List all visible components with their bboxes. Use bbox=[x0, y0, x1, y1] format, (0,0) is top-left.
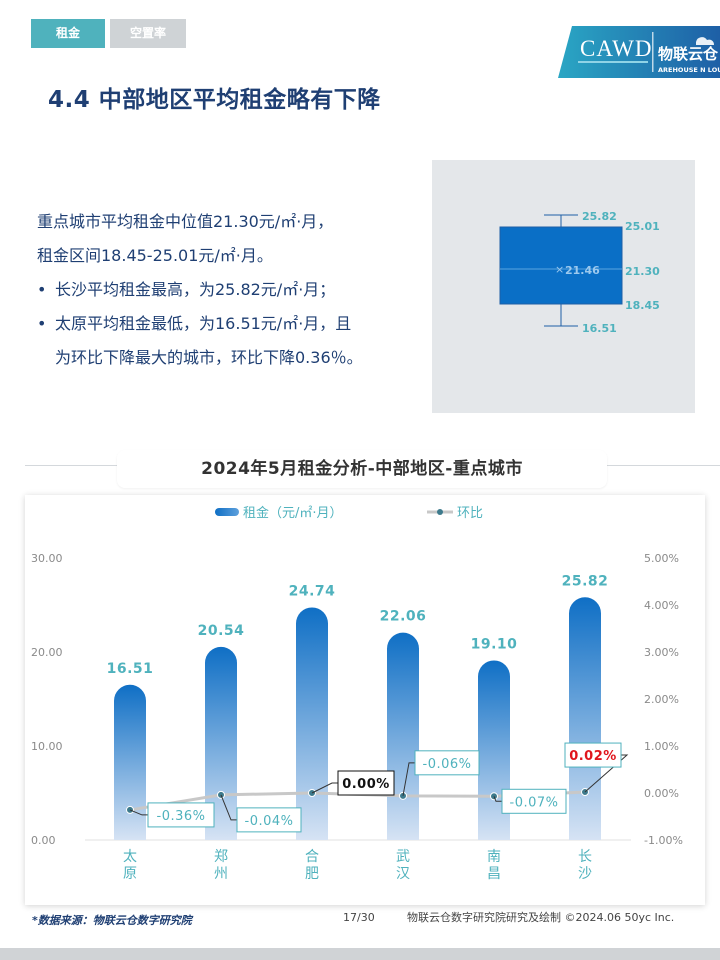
cawd-logo: CAWD 物联云仓 AREHOUSE N LOUD bbox=[558, 26, 720, 78]
tab-vacancy[interactable]: 空置率 bbox=[110, 19, 186, 48]
mom-leader bbox=[493, 796, 502, 802]
y-tick-label: 20.00 bbox=[31, 646, 63, 659]
y2-tick-label: 5.00% bbox=[644, 552, 679, 565]
bar-value-label: 25.82 bbox=[562, 573, 609, 589]
page-title: 4.4 中部地区平均租金略有下降 bbox=[48, 87, 381, 113]
mom-leader bbox=[129, 809, 148, 816]
bar-长沙 bbox=[569, 597, 601, 840]
summary-text: 重点城市平均租金中位值21.30元/㎡·月， 租金区间18.45-25.01元/… bbox=[37, 205, 432, 375]
mom-label-box bbox=[147, 802, 215, 828]
x-tick-label: 太 bbox=[123, 849, 137, 865]
mom-value-label: 0.02% bbox=[569, 749, 617, 764]
tab-rent[interactable]: 租金 bbox=[31, 19, 105, 48]
summary-line-1: 重点城市平均租金中位值21.30元/㎡·月， bbox=[37, 212, 334, 231]
y-tick-label: 0.00 bbox=[31, 834, 56, 847]
mom-leader bbox=[220, 794, 237, 821]
mom-label-box bbox=[564, 742, 622, 768]
box-plot: × 25.82 25.01 21.46 21.30 18.45 16.51 bbox=[499, 210, 660, 335]
x-tick-label: 州 bbox=[214, 866, 228, 882]
mom-label-box bbox=[236, 807, 302, 833]
y2-tick-label: 0.00% bbox=[644, 787, 679, 800]
mom-value-label: -0.36% bbox=[157, 809, 206, 824]
mom-leader bbox=[584, 754, 629, 793]
x-tick-label: 汉 bbox=[396, 866, 410, 882]
box-mean-marker: × bbox=[555, 263, 564, 276]
box-label-min: 16.51 bbox=[582, 322, 617, 335]
summary-bullet-2: 太原平均租金最低，为16.51元/㎡·月，且 bbox=[37, 307, 432, 341]
x-tick-label: 合 bbox=[305, 849, 319, 865]
bar-太原 bbox=[114, 684, 146, 840]
logo-brand-text: 物联云仓 bbox=[658, 45, 719, 63]
y2-tick-label: -1.00% bbox=[644, 834, 683, 847]
y-tick-label: 10.00 bbox=[31, 740, 63, 753]
mom-value-label: -0.06% bbox=[423, 757, 472, 772]
mom-value-label: -0.04% bbox=[245, 814, 294, 829]
chart-legend: 租金（元/㎡·月） 环比 bbox=[215, 505, 483, 521]
box-iqr bbox=[499, 226, 623, 305]
y2-tick-label: 2.00% bbox=[644, 693, 679, 706]
bar-value-label: 16.51 bbox=[107, 661, 154, 677]
bar-value-label: 24.74 bbox=[289, 583, 336, 599]
legend-line-label: 环比 bbox=[457, 506, 483, 521]
mom-value-label: 0.00% bbox=[342, 777, 390, 792]
x-tick-label: 原 bbox=[123, 866, 137, 882]
x-tick-label: 肥 bbox=[305, 866, 319, 882]
summary-line-2: 租金区间18.45-25.01元/㎡·月。 bbox=[37, 246, 273, 265]
chart-title: 2024年5月租金分析-中部地区-重点城市 bbox=[117, 450, 607, 488]
summary-bullet-1: 长沙平均租金最高，为25.82元/㎡·月； bbox=[37, 273, 432, 307]
box-label-median: 21.30 bbox=[625, 265, 660, 278]
box-label-mean: 21.46 bbox=[565, 264, 600, 277]
logo-cawd-text: CAWD bbox=[580, 36, 652, 61]
y2-tick-label: 1.00% bbox=[644, 740, 679, 753]
bar-value-label: 20.54 bbox=[198, 623, 245, 639]
x-tick-label: 长 bbox=[578, 849, 592, 865]
mom-label-box bbox=[501, 788, 567, 814]
box-label-q3: 25.01 bbox=[625, 220, 660, 233]
bar-value-label: 22.06 bbox=[380, 609, 427, 625]
bar-武汉 bbox=[387, 632, 419, 840]
x-tick-label: 沙 bbox=[578, 866, 592, 882]
chart-panel: 租金（元/㎡·月） 环比 0.00 10.00 20.00 30.00 -1.00% 0.… bbox=[25, 495, 705, 905]
footer-credit: 物联云仓数字研究院研究及绘制 ©2024.06 50yc Inc. bbox=[407, 911, 675, 924]
mom-leader bbox=[311, 782, 338, 794]
y2-tick-label: 3.00% bbox=[644, 646, 679, 659]
mom-label-box bbox=[414, 750, 480, 776]
legend-bar-label: 租金（元/㎡·月） bbox=[243, 505, 343, 521]
box-label-max: 25.82 bbox=[582, 210, 617, 223]
x-tick-label: 昌 bbox=[487, 866, 501, 882]
y-tick-label: 30.00 bbox=[31, 552, 63, 565]
box-plot-panel: × 25.82 25.01 21.46 21.30 18.45 16.51 bbox=[432, 160, 695, 413]
x-tick-label: 郑 bbox=[214, 849, 228, 865]
legend-line-marker bbox=[437, 509, 443, 515]
cloud-icon bbox=[696, 37, 715, 45]
bar-value-label: 19.10 bbox=[471, 636, 518, 652]
box-label-q1: 18.45 bbox=[625, 299, 660, 312]
bar-合肥 bbox=[296, 607, 328, 840]
y2-tick-label: 4.00% bbox=[644, 599, 679, 612]
summary-bullet-2-cont: 为环比下降最大的城市，环比下降0.36％。 bbox=[55, 348, 363, 367]
footer-source: *数据来源：物联云仓数字研究院 bbox=[32, 914, 192, 927]
bar-郑州 bbox=[205, 646, 237, 840]
legend-bar-swatch bbox=[215, 508, 239, 516]
page-number: 17/30 bbox=[343, 911, 375, 924]
logo-brand-sub: AREHOUSE N LOUD bbox=[658, 66, 720, 74]
x-tick-label: 南 bbox=[487, 849, 501, 865]
rent-chart: 租金（元/㎡·月） 环比 0.00 10.00 20.00 30.00 -1.00% 0.… bbox=[31, 505, 683, 882]
x-tick-label: 武 bbox=[396, 849, 410, 865]
mom-label-box bbox=[337, 770, 395, 796]
mom-leader bbox=[402, 762, 415, 796]
mom-value-label: -0.07% bbox=[510, 795, 559, 810]
bottom-bar bbox=[0, 948, 720, 960]
